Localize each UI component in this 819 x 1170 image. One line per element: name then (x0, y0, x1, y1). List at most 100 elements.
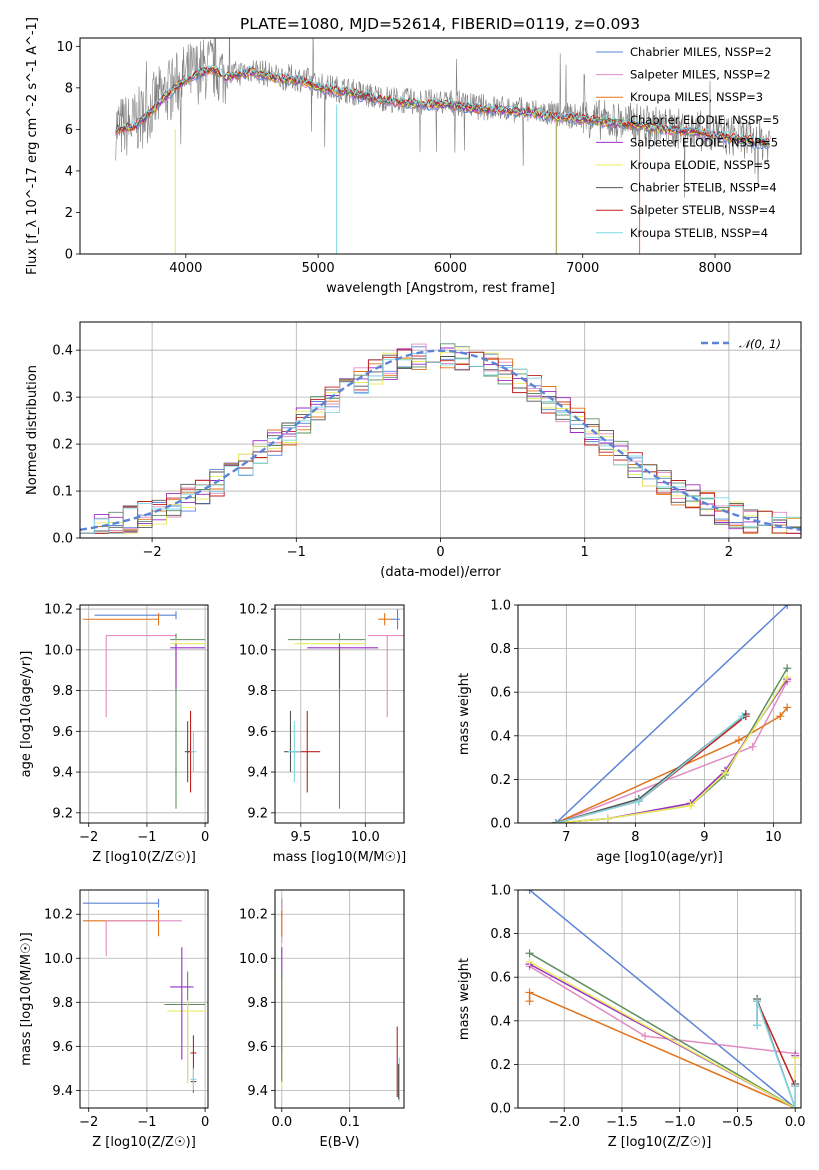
x-tick-label: −2 (79, 830, 98, 845)
x-tick-label: 8000 (698, 261, 731, 276)
plot-frame (79, 604, 209, 824)
errorbar-point (170, 947, 194, 1060)
figure-title: PLATE=1080, MJD=52614, FIBERID=0119, z=0… (240, 15, 640, 33)
y-tick-label: 10.2 (239, 603, 268, 618)
mass-weight-marker (753, 997, 762, 1006)
x-tick-label: −1 (137, 830, 156, 845)
y-axis-label: Normed distribution (25, 365, 40, 495)
x-tick-label: 0.1 (339, 1115, 360, 1130)
x-axis-label: age [log10(age/yr)] (596, 850, 723, 865)
x-axis-label: Z [log10(Z/Z☉)] (92, 850, 196, 865)
errorbar-point (307, 643, 379, 689)
errorbar-point (287, 721, 301, 783)
y-tick-label: 10.2 (44, 603, 73, 618)
y-tick-label: 10.0 (239, 952, 268, 967)
plot-frame (274, 889, 405, 1109)
age-vs-metallicity-panel: −2 −1 0 9.2 9.4 9.6 9.8 10.0 10.2 Z [log10(Z/Z☉)]… (19, 603, 209, 865)
x-tick-label: 0 (201, 1115, 209, 1130)
x-tick-label: 6000 (434, 261, 467, 276)
y-tick-label: 10.2 (239, 908, 268, 923)
x-tick-label: 8 (631, 830, 639, 845)
x-tick-label: 0.0 (785, 1115, 806, 1130)
y-tick-label: 0.6 (490, 971, 511, 986)
y-tick-label: 9.4 (247, 766, 268, 781)
legend-label: Salpeter MILES, NSSP=2 (630, 68, 771, 82)
y-tick-label: 9.8 (52, 996, 73, 1011)
legend-label: Salpeter ELODIE, NSSP=5 (630, 135, 778, 149)
y-tick-label: 0.2 (52, 438, 73, 453)
mass-weight-marker (525, 949, 534, 958)
y-tick-label: 10.0 (44, 643, 73, 658)
spectrum-panel: 4000 5000 6000 7000 8000 0 2 4 6 8 10 wavelength [A… (25, 17, 802, 296)
x-tick-label: 0.0 (271, 1115, 292, 1130)
mass-weight-marker (791, 1053, 800, 1062)
y-axis-label: mass weight (457, 673, 472, 755)
mass-weight-marker (776, 712, 785, 721)
y-tick-label: 9.6 (52, 725, 73, 740)
mass-weight-marker (734, 736, 743, 745)
x-tick-label: −2 (143, 545, 162, 560)
errorbar-point (367, 635, 404, 718)
normal-distribution-curve (80, 349, 801, 531)
mass-weight-marker (634, 797, 643, 806)
mass-weight-marker (525, 997, 534, 1006)
y-tick-label: 8 (65, 81, 73, 96)
age-vs-mass-panel: 9.5 10.0 9.2 9.4 9.6 9.8 10.0 10.2 mass [log10(M… (239, 603, 406, 865)
y-tick-label: 9.2 (247, 806, 268, 821)
y-tick-label: 0.8 (490, 927, 511, 942)
model-spectrum-line (115, 64, 770, 145)
y-tick-label: 0.4 (490, 729, 511, 744)
y-axis-label: age [log10(age/yr)] (19, 651, 34, 778)
y-tick-label: 0.6 (490, 686, 511, 701)
y-tick-label: 9.8 (52, 684, 73, 699)
x-tick-label: 9.5 (290, 830, 311, 845)
mass-weight-line (756, 1000, 796, 1087)
x-tick-label: 7 (562, 830, 570, 845)
y-tick-label: 9.8 (247, 684, 268, 699)
mass-weight-marker (551, 819, 560, 823)
plot-area (525, 890, 800, 1108)
x-axis-label: wavelength [Angstrom, rest frame] (326, 281, 555, 296)
errorbar-point (170, 643, 206, 689)
legend-label: Chabrier ELODIE, NSSP=5 (630, 113, 779, 127)
y-tick-label: 0.0 (52, 532, 73, 547)
plot-area (551, 605, 792, 823)
y-tick-label: 9.8 (247, 996, 268, 1011)
errorbar-point (94, 611, 177, 620)
errorbar-point (284, 710, 297, 773)
mass-weight-marker (783, 672, 792, 681)
y-tick-label: 9.6 (52, 1040, 73, 1055)
y-axis-label: mass weight (457, 958, 472, 1040)
mass-weight-line (555, 605, 788, 823)
model-spectrum-line (115, 66, 770, 144)
x-tick-label: 0 (201, 830, 209, 845)
plot-frame (79, 37, 802, 255)
errorbar-point (190, 1068, 197, 1091)
y-tick-label: 9.2 (52, 806, 73, 821)
mass-weight-marker (783, 703, 792, 712)
mass-weight-marker (641, 1032, 650, 1041)
errorbar-point (190, 1035, 197, 1071)
mass-weight-line (555, 678, 788, 823)
y-tick-label: 10 (56, 40, 73, 55)
errorbar-point (82, 898, 160, 908)
errorbar-point (391, 609, 401, 630)
mass-weight-line (555, 707, 788, 823)
mass-weight-marker (791, 1082, 800, 1091)
x-axis-label: Z [log10(Z/Z☉)] (608, 1135, 712, 1150)
y-tick-label: 1.0 (490, 884, 511, 899)
plot-area (80, 343, 801, 538)
plot-frame (79, 321, 802, 539)
model-spectrum-line (115, 67, 770, 145)
plot-frame (517, 604, 802, 824)
plot-area (284, 609, 404, 809)
legend-label: Kroupa MILES, NSSP=3 (630, 90, 763, 104)
errorbar-point (190, 731, 197, 773)
y-tick-label: 0.2 (490, 1058, 511, 1073)
x-tick-label: 10 (765, 830, 782, 845)
x-tick-label: −1.5 (606, 1115, 638, 1130)
plot-frame (274, 604, 405, 824)
x-tick-label: 1 (581, 545, 589, 560)
legend-label: Chabrier STELIB, NSSP=4 (630, 181, 777, 195)
x-axis-label: (data-model)/error (380, 565, 501, 580)
